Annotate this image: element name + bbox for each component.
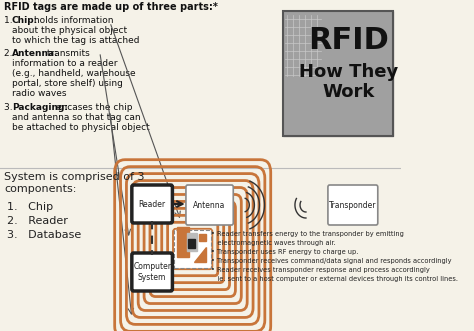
Text: about the physical object: about the physical object [12, 26, 127, 35]
Text: Computer
System: Computer System [133, 262, 171, 282]
Text: 1.   Chip: 1. Chip [7, 202, 53, 212]
Text: Packaging:: Packaging: [12, 103, 68, 112]
Text: holds information: holds information [31, 16, 114, 25]
Text: Transponder: Transponder [329, 201, 377, 210]
Text: RFID: RFID [308, 26, 389, 55]
Text: 3.: 3. [4, 103, 16, 112]
FancyBboxPatch shape [328, 185, 378, 225]
Bar [177, 227, 189, 257]
Text: Chip:: Chip: [12, 16, 38, 25]
FancyBboxPatch shape [186, 185, 233, 225]
Text: 2.   Reader: 2. Reader [7, 216, 68, 226]
Text: Work: Work [322, 83, 374, 101]
Text: • Reader transfers energy to the transponder by emitting: • Reader transfers energy to the transpo… [211, 231, 404, 237]
Bar [200, 234, 206, 241]
Text: information to a reader: information to a reader [12, 59, 118, 68]
FancyBboxPatch shape [132, 185, 173, 223]
Text: radio waves: radio waves [12, 89, 66, 98]
Bar [283, 11, 393, 136]
Text: • Reader receives transponder response and process accordingly: • Reader receives transponder response a… [211, 267, 430, 273]
Text: Reader: Reader [138, 200, 166, 209]
Text: How They: How They [299, 63, 398, 81]
Text: be attached to physical object: be attached to physical object [12, 123, 150, 132]
Text: RFID tags are made up of three parts:*: RFID tags are made up of three parts:* [4, 2, 218, 12]
Text: ie. sent to a host computer or external devices through its control lines.: ie. sent to a host computer or external … [211, 276, 458, 282]
Text: Antenna:: Antenna: [12, 49, 59, 58]
Text: 1.: 1. [4, 16, 16, 25]
Text: and antenna so that tag can: and antenna so that tag can [12, 113, 140, 122]
Polygon shape [194, 247, 206, 262]
Text: Antenna: Antenna [193, 201, 226, 210]
Text: (e.g., handheld, warehouse: (e.g., handheld, warehouse [12, 69, 136, 78]
Bar [187, 233, 197, 251]
Text: 2.: 2. [4, 49, 16, 58]
Text: encases the chip: encases the chip [53, 103, 133, 112]
Text: to which the tag is attached: to which the tag is attached [12, 36, 139, 45]
Text: transmits: transmits [44, 49, 90, 58]
Text: electromagnetic waves through air.: electromagnetic waves through air. [211, 240, 336, 246]
Text: portal, store shelf) using: portal, store shelf) using [12, 79, 123, 88]
FancyBboxPatch shape [173, 229, 212, 269]
Text: System is comprised of 3
components:: System is comprised of 3 components: [4, 172, 145, 194]
Bar [189, 239, 195, 248]
FancyBboxPatch shape [132, 253, 173, 291]
Text: • Transponder uses RF energy to charge up.: • Transponder uses RF energy to charge u… [211, 249, 359, 255]
Text: 3.   Database: 3. Database [7, 230, 81, 240]
Text: • Transponder receives command/data signal and responds accordingly: • Transponder receives command/data sign… [211, 258, 452, 264]
